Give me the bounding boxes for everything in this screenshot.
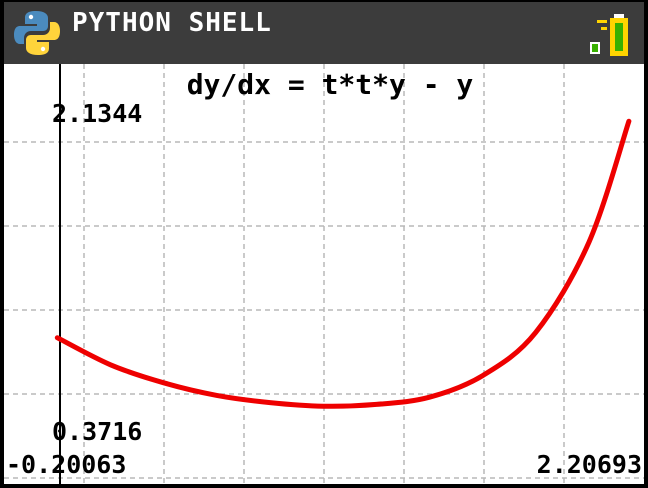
x-max-label: 2.20693 — [537, 450, 642, 479]
python-logo-icon — [14, 11, 60, 55]
battery-icon — [590, 14, 628, 56]
x-min-label: -0.20063 — [6, 450, 126, 479]
y-max-label: 2.1344 — [52, 99, 142, 128]
chart-title: dy/dx = t*t*y - y — [187, 68, 474, 101]
chart-grid — [4, 64, 644, 484]
plot-area: dy/dx = t*t*y - y 2.1344 0.3716 -0.20063… — [4, 64, 644, 484]
series-line-0 — [54, 118, 632, 409]
chart-canvas: dy/dx = t*t*y - y 2.1344 0.3716 -0.20063… — [4, 64, 644, 484]
y-min-label: 0.3716 — [52, 417, 142, 446]
title-bar: PYTHON SHELL — [4, 2, 644, 64]
app-title: PYTHON SHELL — [72, 8, 272, 38]
